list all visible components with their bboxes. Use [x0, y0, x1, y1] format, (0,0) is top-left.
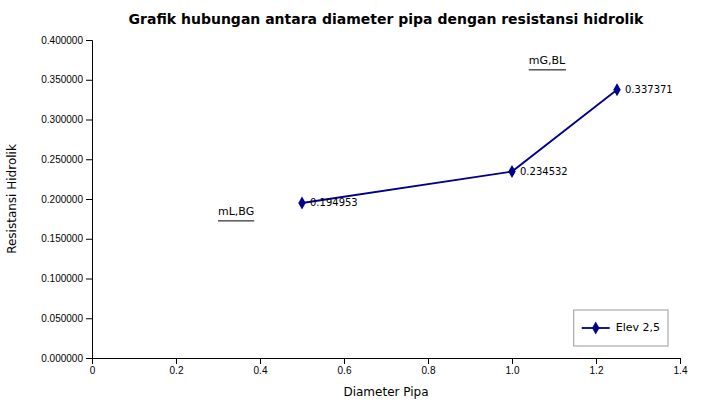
annotation: mL,BG [218, 205, 254, 218]
y-axis-title: Resistansi Hidrolik [5, 144, 19, 254]
y-tick-label: 0.300000 [41, 114, 83, 125]
x-axis: 0 0.2 0.4 0.6 0.8 1.0 1.2 1.4 [90, 358, 688, 376]
x-tick: 0.4 [254, 358, 268, 376]
x-tick-label: 0.4 [254, 365, 268, 376]
x-tick: 0 [90, 358, 96, 376]
legend: Elev 2,5 [574, 310, 668, 346]
x-tick-label: 0.6 [338, 365, 352, 376]
y-tick-mark [86, 199, 92, 200]
y-tick-label: 0.000000 [41, 353, 83, 364]
y-tick-label: 0.050000 [41, 313, 83, 324]
x-tick-label: 1.4 [674, 365, 688, 376]
y-tick: 0.000000 [41, 353, 92, 364]
y-tick-label: 0.350000 [41, 74, 83, 85]
x-axis-line [93, 359, 681, 365]
x-tick: 1.0 [506, 358, 520, 376]
y-tick-mark [86, 239, 92, 240]
annotations: mL,BG mG,BL [218, 54, 566, 221]
x-axis-title: Diameter Pipa [343, 385, 428, 399]
x-tick-mark [344, 358, 345, 364]
x-tick: 0.6 [338, 358, 352, 376]
legend-swatch-marker [592, 322, 599, 335]
data-label: 0.337371 [625, 84, 673, 95]
annotation-underline [218, 220, 254, 221]
series-marker [613, 83, 620, 96]
series-marker [508, 165, 515, 178]
series-marker [298, 197, 305, 210]
y-tick-mark [86, 120, 92, 121]
legend-item: Elev 2,5 [582, 321, 660, 334]
y-tick: 0.350000 [41, 74, 92, 85]
y-tick: 0.400000 [41, 35, 92, 46]
y-tick: 0.150000 [41, 233, 92, 244]
y-tick: 0.050000 [41, 313, 92, 324]
legend-label: Elev 2,5 [616, 321, 660, 334]
title: Grafik hubungan antara diameter pipa den… [129, 11, 645, 27]
y-tick-mark [86, 279, 92, 280]
y-tick: 0.200000 [41, 194, 92, 205]
x-tick: 0.2 [170, 358, 184, 376]
annotation: mG,BL [529, 54, 566, 67]
y-axis-line [86, 41, 93, 359]
chart: 00.20.40.60.81.01.21.40.0000000.0500000.… [0, 0, 704, 408]
x-tick-label: 0.8 [422, 365, 436, 376]
y-axis: 0.000000 0.050000 0.100000 0.150000 0.200000… [41, 35, 92, 364]
x-tick-mark [596, 358, 597, 364]
x-tick-label: 1.2 [590, 365, 604, 376]
x-tick-mark [512, 358, 513, 364]
x-tick-label: 1.0 [506, 365, 520, 376]
data-labels: 0.194953 0.234532 0.337371 [310, 84, 673, 208]
y-tick-mark [86, 318, 92, 319]
x-tick: 1.2 [590, 358, 604, 376]
y-tick: 0.300000 [41, 114, 92, 125]
y-tick: 0.100000 [41, 273, 92, 284]
x-tick-mark [176, 358, 177, 364]
y-tick-mark [86, 80, 92, 81]
data-label: 0.194953 [310, 197, 358, 208]
y-tick-mark [86, 358, 92, 359]
plot: 00.20.40.60.81.01.21.40.0000000.0500000.… [41, 35, 688, 376]
y-tick-label: 0.400000 [41, 35, 83, 46]
data-label: 0.234532 [520, 166, 568, 177]
y-tick: 0.250000 [41, 154, 92, 165]
x-tick-mark [680, 358, 681, 364]
x-tick: 0.8 [422, 358, 436, 376]
x-tick-mark [428, 358, 429, 364]
y-tick-label: 0.150000 [41, 233, 83, 244]
y-tick-mark [86, 40, 92, 41]
x-tick-label: 0 [90, 365, 96, 376]
y-tick-mark [86, 159, 92, 160]
x-tick: 1.4 [674, 358, 688, 376]
x-tick-label: 0.2 [170, 365, 184, 376]
y-tick-label: 0.250000 [41, 154, 83, 165]
y-tick-label: 0.200000 [41, 194, 83, 205]
y-tick-label: 0.100000 [41, 273, 83, 284]
legend-box [574, 310, 668, 346]
series-line [302, 90, 617, 203]
x-tick-mark [260, 358, 261, 364]
annotation-underline [529, 69, 566, 70]
marks [298, 83, 620, 209]
